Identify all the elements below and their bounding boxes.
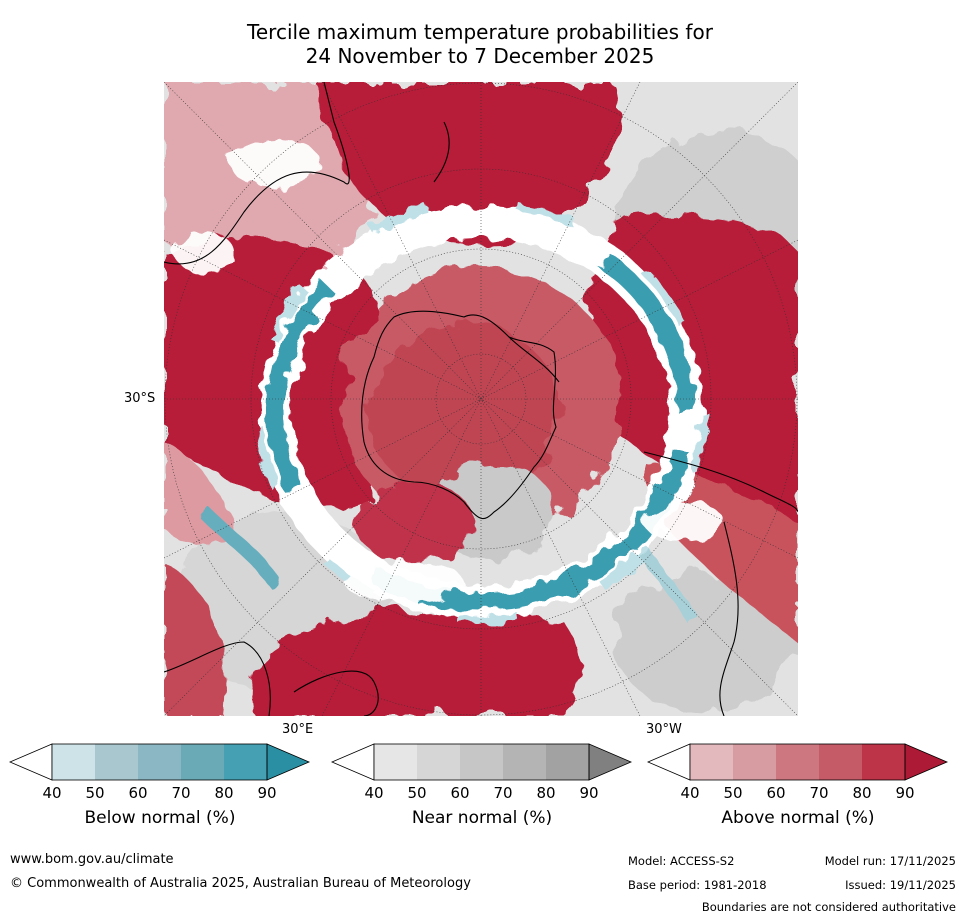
colorbar-tick-label: 50 (723, 784, 743, 802)
probability-map[interactable] (164, 82, 798, 716)
australia-coast (164, 82, 350, 265)
colorbar-tick-label: 70 (809, 784, 829, 802)
colorbar-outline (373, 743, 590, 781)
colorbar-ticks: 40 50 60 70 80 90 (332, 784, 632, 804)
colorbar-tick-label: 80 (214, 784, 234, 802)
map-canvas (164, 82, 798, 716)
title-line-1: Tercile maximum temperature probabilitie… (247, 20, 713, 44)
new-zealand-coast (433, 121, 450, 183)
coastlines (164, 82, 798, 716)
disclaimer-text: Boundaries are not considered authoritat… (701, 900, 956, 914)
colorbar-tick-label: 60 (766, 784, 786, 802)
colorbar-tick-label: 60 (128, 784, 148, 802)
colorbar-segment (224, 744, 267, 780)
colorbar-segment (503, 744, 546, 780)
colorbar-tick-label: 60 (450, 784, 470, 802)
colorbar-segment (546, 744, 589, 780)
colorbar-segment (52, 744, 95, 780)
legend-near-normal: 40 50 60 70 80 90 Near normal (%) (330, 743, 633, 828)
antarctica-coast (361, 310, 557, 520)
colorbar-segment (95, 744, 138, 780)
colorbar-near (330, 743, 633, 781)
legend-below-normal: 40 50 60 70 80 90 Below normal (%) (8, 743, 311, 828)
legend-above-normal: 40 50 60 70 80 90 Above normal (%) (646, 743, 949, 828)
antarctic-peninsula (508, 336, 560, 383)
colorbar-tick-label: 40 (680, 784, 700, 802)
graticule (164, 82, 798, 716)
colorbar-tick-label: 90 (579, 784, 599, 802)
colorbar-tick-label: 50 (407, 784, 427, 802)
colorbar-high-extend (266, 743, 311, 781)
colorbar-low-extend (330, 743, 375, 781)
colorbar-segment (690, 744, 733, 780)
south-america-coast (719, 521, 739, 716)
issued-label: Issued: 19/11/2025 (845, 878, 956, 892)
colorbar-low-extend (8, 743, 53, 781)
colorbar-above (646, 743, 949, 781)
colorbar-segment (733, 744, 776, 780)
colorbar-high-extend (588, 743, 633, 781)
colorbar-tick-label: 40 (364, 784, 384, 802)
colorbar-high-extend (904, 743, 949, 781)
colorbar-segment (374, 744, 417, 780)
colorbar-ticks: 40 50 60 70 80 90 (10, 784, 310, 804)
colorbar-low-extend (646, 743, 691, 781)
colorbar-tick-label: 80 (852, 784, 872, 802)
colorbar-segment (138, 744, 181, 780)
colorbar-tick-label: 90 (257, 784, 277, 802)
colorbar-segment (776, 744, 819, 780)
model-run-label: Model run: 17/11/2025 (824, 854, 956, 868)
longitude-label-30e: 30°E (282, 722, 314, 737)
legend-title: Below normal (%) (84, 808, 236, 828)
colorbar-tick-label: 80 (536, 784, 556, 802)
africa-coast (164, 641, 271, 716)
colorbar-tick-label: 90 (895, 784, 915, 802)
colorbar-tick-label: 70 (493, 784, 513, 802)
colorbar-segment (417, 744, 460, 780)
madagascar-coast (293, 670, 379, 716)
colorbar-outline (689, 743, 906, 781)
website-link[interactable]: www.bom.gov.au/climate (10, 852, 174, 867)
latitude-label-30s: 30°S (124, 391, 156, 406)
colorbar-tick-label: 40 (42, 784, 62, 802)
colorbar-tick-label: 70 (171, 784, 191, 802)
title-line-2: 24 November to 7 December 2025 (305, 44, 655, 68)
base-period-label: Base period: 1981-2018 (628, 878, 767, 892)
legend-title: Above normal (%) (721, 808, 875, 828)
model-label: Model: ACCESS-S2 (628, 854, 735, 868)
map-title: Tercile maximum temperature probabilitie… (160, 20, 800, 68)
colorbar-tick-label: 50 (85, 784, 105, 802)
colorbar-segment (862, 744, 905, 780)
colorbar-segment (181, 744, 224, 780)
legend-title: Near normal (%) (411, 808, 553, 828)
colorbar-segment (819, 744, 862, 780)
colorbar-segment (460, 744, 503, 780)
colorbar-outline (51, 743, 268, 781)
colorbar-ticks: 40 50 60 70 80 90 (648, 784, 948, 804)
copyright-text: © Commonwealth of Australia 2025, Austra… (10, 876, 471, 891)
colorbar-below (8, 743, 311, 781)
south-america-north-coast (643, 451, 798, 513)
white-patches (174, 137, 724, 602)
longitude-label-30w: 30°W (646, 722, 682, 737)
